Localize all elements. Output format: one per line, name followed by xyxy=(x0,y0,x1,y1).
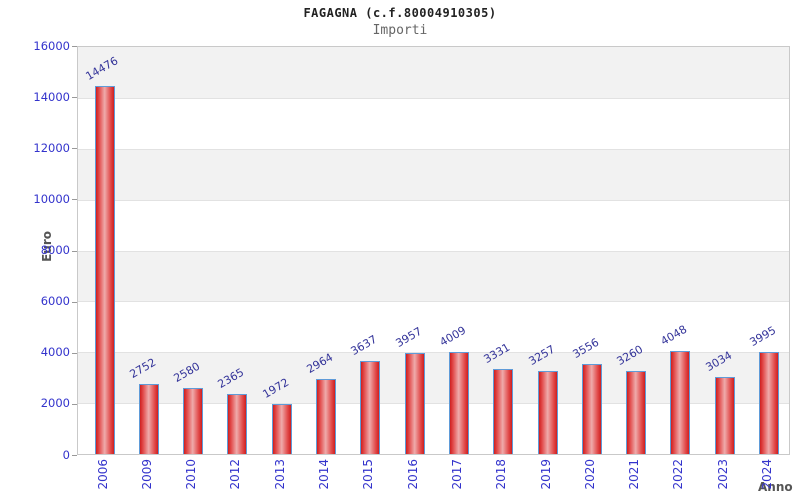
x-axis-title: Anno xyxy=(758,480,793,494)
y-tick-label: 12000 xyxy=(33,140,70,155)
bar xyxy=(404,353,425,454)
x-tick-label: 2015 xyxy=(361,459,376,490)
bar xyxy=(227,393,248,454)
y-tick-label: 10000 xyxy=(33,191,70,206)
x-tick-label: 2006 xyxy=(95,459,110,490)
x-tick-label: 2017 xyxy=(449,459,464,490)
gridline xyxy=(78,199,789,201)
y-tick-mark xyxy=(72,97,77,99)
y-tick-mark xyxy=(72,403,77,405)
y-tick-mark xyxy=(72,301,77,303)
y-tick-label: 0 xyxy=(62,447,70,462)
x-tick-label: 2016 xyxy=(405,459,420,490)
y-tick-mark xyxy=(72,455,77,456)
x-tick-label: 2023 xyxy=(715,459,730,490)
x-tick-label: 2013 xyxy=(272,459,287,490)
bar xyxy=(493,369,514,454)
bar xyxy=(316,378,336,454)
x-tick-label: 2009 xyxy=(139,459,154,490)
plot-band xyxy=(78,47,789,98)
gridline xyxy=(78,301,789,303)
y-tick-label: 8000 xyxy=(40,243,70,257)
y-tick-mark xyxy=(72,250,77,252)
bar xyxy=(360,361,381,454)
x-tick-label: 2014 xyxy=(317,459,331,490)
plot-band xyxy=(78,301,789,353)
y-tick-label: 4000 xyxy=(40,345,70,360)
chart-subtitle: Importi xyxy=(372,23,428,38)
x-tick-label: 2010 xyxy=(184,459,199,490)
y-tick-label: 14000 xyxy=(33,89,70,104)
x-tick-label: 2020 xyxy=(582,459,597,490)
bar xyxy=(714,376,735,454)
y-tick-label: 6000 xyxy=(40,294,70,309)
bar xyxy=(183,388,204,454)
x-tick-label: 2018 xyxy=(494,459,509,490)
x-tick-label: 2022 xyxy=(671,459,686,490)
y-tick-label: 2000 xyxy=(40,396,70,411)
gridline xyxy=(78,403,789,405)
bar xyxy=(448,352,469,454)
plot-band xyxy=(78,199,789,251)
plot-area: 14476 2752 2580 2365 1972 2964 3637 3957 4009 333… xyxy=(77,46,790,455)
y-tick-label: 16000 xyxy=(33,38,70,53)
gridline xyxy=(78,352,789,354)
bar xyxy=(581,363,602,454)
plot-band xyxy=(78,97,789,149)
gridline xyxy=(78,97,789,99)
plot-band xyxy=(78,250,789,302)
chart-title: FAGAGNA (c.f.80004910305) xyxy=(303,6,497,20)
gridline xyxy=(78,148,789,150)
x-tick-label: 2024 xyxy=(760,459,774,490)
bar xyxy=(271,403,292,454)
y-tick-mark xyxy=(72,352,77,354)
x-tick-label: 2019 xyxy=(538,459,553,490)
bar xyxy=(94,85,115,454)
bar xyxy=(537,371,558,454)
bar xyxy=(670,351,691,454)
bar xyxy=(759,352,779,454)
plot-band xyxy=(78,148,789,200)
x-tick-label: 2012 xyxy=(228,459,243,490)
bar xyxy=(626,371,647,454)
gridline xyxy=(78,250,789,252)
y-tick-mark xyxy=(72,148,77,150)
bar xyxy=(138,384,159,454)
y-tick-mark xyxy=(72,199,77,201)
y-tick-mark xyxy=(72,46,77,47)
x-tick-label: 2021 xyxy=(627,459,642,490)
